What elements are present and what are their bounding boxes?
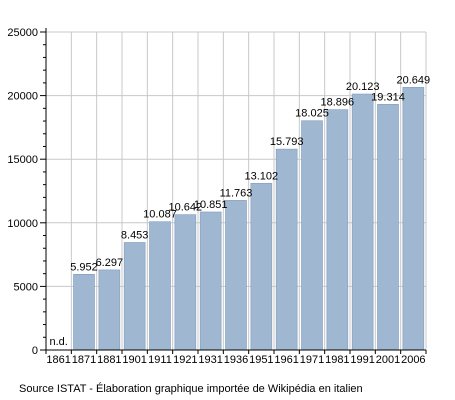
data-label: 8.453 xyxy=(121,229,149,241)
y-tick-label: 20000 xyxy=(7,91,38,103)
x-tick-label: 1936 xyxy=(224,354,248,366)
data-label: 10.851 xyxy=(194,199,228,211)
y-tick-label: 5000 xyxy=(14,281,38,293)
bar-1936 xyxy=(225,200,247,351)
data-label: 18.025 xyxy=(295,108,329,120)
x-tick-label: 1911 xyxy=(148,354,172,366)
bar-2006 xyxy=(402,87,425,351)
data-label: 20.123 xyxy=(346,81,380,93)
bar-1931 xyxy=(199,211,222,351)
y-tick-label: 25000 xyxy=(7,27,38,39)
data-label: 11.763 xyxy=(220,187,253,199)
bar-1911 xyxy=(149,221,171,351)
data-label: 19.314 xyxy=(371,91,405,103)
data-label: 18.896 xyxy=(321,97,355,109)
source-note: Source ISTAT - Élaboration graphique imp… xyxy=(19,383,363,395)
y-axis-tick-labels: 0 5000 10000 15000 20000 25000 xyxy=(7,27,38,357)
x-tick-label: 1931 xyxy=(198,354,222,366)
x-tick-label: 1951 xyxy=(249,354,273,366)
x-tick-label: 2006 xyxy=(401,354,425,366)
x-tick-label: 1871 xyxy=(72,354,96,366)
x-tick-label: 2001 xyxy=(376,354,400,366)
bar-1921 xyxy=(174,214,197,351)
x-tick-label: 1901 xyxy=(122,354,146,366)
y-tick-label: 0 xyxy=(32,345,38,357)
x-tick-label: 1921 xyxy=(173,354,197,366)
bar-1991 xyxy=(351,93,374,351)
bar-1961 xyxy=(275,148,298,351)
x-tick-label: 1881 xyxy=(97,354,121,366)
data-label: n.d. xyxy=(49,336,67,348)
bar-1901 xyxy=(123,242,146,351)
data-label: 10.087 xyxy=(143,209,177,221)
bar-1951 xyxy=(250,183,273,351)
bar-1971 xyxy=(301,120,323,351)
x-tick-label: 1861 xyxy=(46,354,70,366)
data-label: 13.102 xyxy=(245,170,279,182)
y-tick-label: 10000 xyxy=(7,218,38,230)
data-label: 5.952 xyxy=(70,261,98,273)
data-label: 6.297 xyxy=(96,257,124,269)
data-label: 15.793 xyxy=(270,136,304,148)
x-axis-tick-labels: 1861 1871 1881 1901 1911 1921 1931 1936 1951 1961… xyxy=(46,354,425,366)
bar-2001 xyxy=(377,104,399,351)
bar-1981 xyxy=(326,109,349,351)
bar-1881 xyxy=(98,269,121,351)
axes xyxy=(40,28,427,354)
x-tick-label: 1981 xyxy=(325,354,349,366)
bar-1871 xyxy=(73,273,95,351)
x-tick-label: 1961 xyxy=(274,354,298,366)
data-label: 10.642 xyxy=(169,202,203,214)
data-label: 20.649 xyxy=(397,74,431,86)
y-tick-label: 15000 xyxy=(7,154,38,166)
x-tick-label: 1991 xyxy=(350,354,374,366)
x-tick-label: 1971 xyxy=(300,354,324,366)
